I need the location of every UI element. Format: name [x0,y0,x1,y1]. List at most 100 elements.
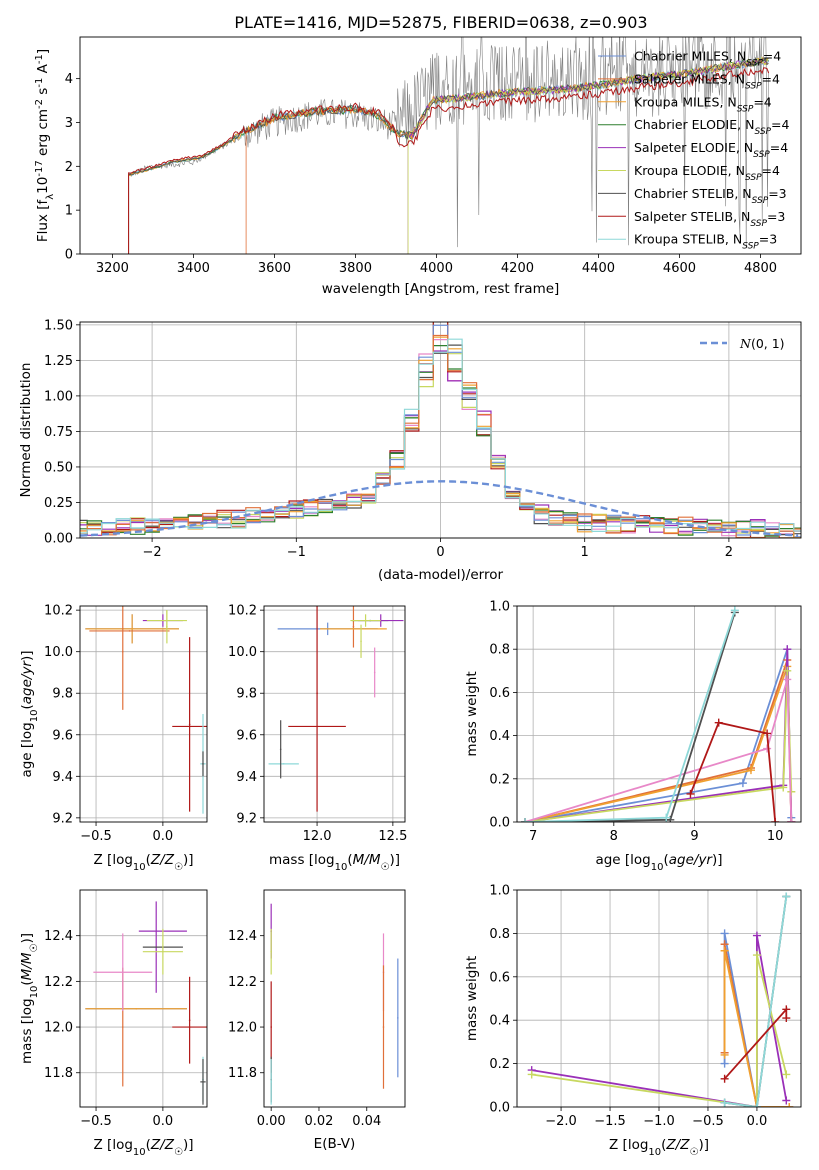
y-tick-label: 0.4 [489,1014,510,1029]
data-point [360,640,362,643]
y-tick-label: 1.0 [489,600,510,615]
axes-frame [516,889,802,1108]
weight-marker [783,666,792,675]
y-tick-label: 3 [65,116,73,131]
weight-marker [782,892,791,901]
mass-weight-vs-Z-panel: −2.0 −1.5 −1.0 −0.5 0.0 0.0 0.2 0.4 0.6 0.8 1.0 Z [… [464,884,802,1158]
x-tick-label: 4400 [582,261,615,276]
weight-marker [720,1098,729,1107]
x-axis-label: wavelength [Angstrom, rest frame] [322,281,560,297]
data-point [128,630,131,632]
data-point [188,1019,191,1021]
weight-marker [720,929,729,938]
weight-marker [771,818,780,822]
axis-label: age [log10(age/yr)] [595,852,722,873]
y-axis-label: Normed distribution [18,363,34,498]
data-point [121,650,124,653]
weight-marker [782,1070,791,1079]
legend-label: Chabrier MILES, NSSP=4 [634,49,781,69]
x-tick-label: −0.5 [80,829,112,844]
x-tick-label: 0.0 [153,829,174,844]
weight-marker [787,818,796,822]
spectrum-panel: 3200 3400 3600 3800 4000 4200 4400 4600 4800 0 1 2 3… [34,36,802,297]
data-point [282,763,285,765]
weight-line-2 [723,950,790,1107]
normal-curve [80,480,799,537]
y-tick-label: 12.4 [44,929,73,944]
model-spectrum-7 [128,67,770,254]
weight-marker [752,951,761,960]
axis-label: mass [log10(M/M☉)] [269,852,400,873]
data-point [316,692,318,695]
weight-marker [783,645,792,654]
x-tick-label: −2 [143,545,162,560]
y-tick-label: 0.50 [44,460,73,475]
axis-label: age [log10(age/yr)] [19,650,40,777]
x-tick-label: 3800 [339,261,372,276]
data-point [166,625,168,628]
residuals-panel: −2 −1 0 1 2 0.00 0.25 0.50 0.75 1.00 1.25 1.50 (data… [18,318,802,583]
axes-frame [263,605,406,823]
data-point [270,1081,272,1083]
y-tick-label: 9.6 [236,728,257,743]
x-tick-label: 0.0 [747,1114,768,1129]
x-tick-label: 7 [529,829,537,844]
y-tick-label: 1.25 [44,354,73,369]
data-point [162,950,164,953]
y-tick-label: 11.8 [44,1066,73,1081]
x-tick-label: −1.5 [594,1114,626,1129]
weight-line-6 [724,896,788,1107]
residual-histogram-5 [80,322,801,538]
weight-line-5 [524,670,793,822]
y-tick-label: 0.25 [44,496,73,511]
axis-label: Flux [fλ10-17 erg cm-2 s-1 A-1] [34,49,56,242]
weight-line-9 [524,679,793,822]
data-point [279,748,282,751]
y-tick-label: 12.4 [228,929,257,944]
legend-label: Chabrier ELODIE, NSSP=4 [634,117,789,137]
y-tick-label: 9.6 [52,728,73,743]
x-axis-label: E(B-V) [314,1136,356,1152]
x-tick-label: 12.0 [303,829,332,844]
x-tick-label: 4800 [744,261,777,276]
y-tick-label: 2 [65,160,73,175]
model-spectrum-5 [407,56,769,254]
legend-label: Salpeter MILES, NSSP=4 [634,71,780,91]
weight-marker [752,931,761,940]
data-point [135,1007,137,1010]
legend-label: Kroupa STELIB, NSSP=3 [634,232,777,252]
axis-label: Z [log10(Z/Z☉)] [94,1137,194,1158]
y-tick-label: 12.0 [228,1021,257,1036]
y-tick-label: 9.2 [52,811,73,826]
x-axis-label: (data-model)/error [378,567,504,583]
data-point [364,619,367,622]
data-point [397,1017,399,1019]
y-tick-label: 0.75 [44,425,73,440]
weight-marker [527,1070,536,1079]
y-tick-label: 0.2 [489,1057,510,1072]
data-point [352,625,355,628]
x-tick-label: −2.0 [545,1114,577,1129]
weight-line-7 [689,721,777,822]
axis-label: Z [log10(Z/Z☉)] [609,1137,709,1158]
y-tick-label: 10.0 [44,645,73,660]
legend-label: N(0, 1) [739,336,785,351]
data-point [202,1081,204,1083]
axis-label: mass [log10(M/M☉)] [19,933,40,1064]
model-spectrum-1 [245,56,768,254]
legend-label: Salpeter ELODIE, NSSP=4 [634,140,788,160]
y-tick-label: 0.6 [489,686,510,701]
y-tick-label: 4 [65,72,73,87]
x-tick-label: 0 [436,545,444,560]
x-tick-label: 12.5 [378,829,407,844]
weight-marker [521,818,530,822]
x-tick-label: 0.04 [352,1114,381,1129]
x-tick-label: 0.00 [257,1114,286,1129]
model-spectrum-4 [407,58,768,254]
y-axis-label: mass weight [464,956,480,1041]
axes-frame [79,605,208,823]
weight-marker [782,1005,791,1014]
axes-frame [79,889,208,1108]
y-tick-label: 12.0 [44,1021,73,1036]
weight-marker [730,606,739,615]
